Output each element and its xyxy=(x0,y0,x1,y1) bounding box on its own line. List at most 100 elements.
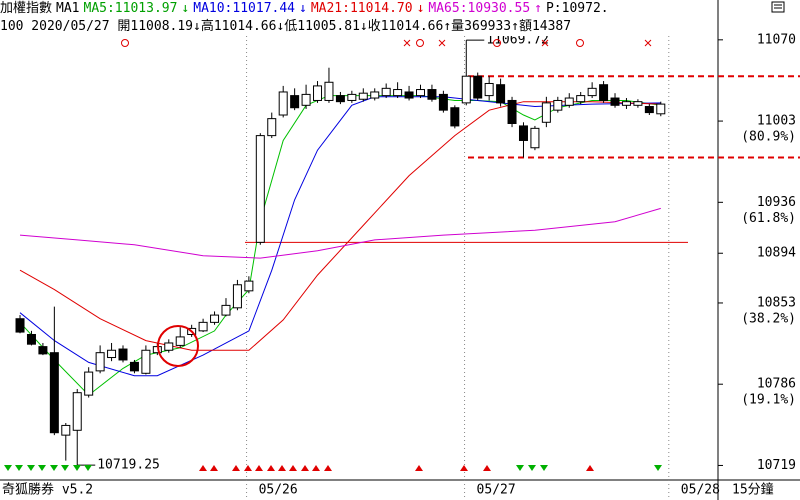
candle-body xyxy=(141,349,151,374)
candle-body xyxy=(61,424,71,436)
highlight-circle xyxy=(157,325,199,367)
candle-body xyxy=(164,342,174,351)
annotation: 11069.72 xyxy=(486,33,549,48)
candle-body xyxy=(335,95,345,103)
candle-body xyxy=(347,93,357,101)
header-item: MA5:11013.97 xyxy=(83,1,178,16)
candle-body xyxy=(278,91,288,116)
candle-body xyxy=(541,102,551,123)
candle-body xyxy=(644,106,654,114)
signal-circle xyxy=(493,39,501,47)
candle-body xyxy=(633,101,643,106)
candle-body xyxy=(290,95,300,109)
header-item: ↓ xyxy=(299,1,307,16)
candle-body xyxy=(610,97,620,106)
annotation: 10719.25 xyxy=(97,458,160,473)
y-tick-label: 10786 xyxy=(757,377,796,392)
signal-circle xyxy=(121,39,129,47)
candle-body xyxy=(507,99,517,124)
signal-cross xyxy=(438,39,446,47)
candle-body xyxy=(15,318,25,333)
signal-up xyxy=(312,465,320,471)
retracement-label: (38.2%) xyxy=(741,311,796,326)
candle-body xyxy=(553,99,563,111)
signal-up xyxy=(483,465,491,471)
retracement-label: (19.1%) xyxy=(741,393,796,408)
candle-body xyxy=(393,89,403,97)
retracement-label: (80.9%) xyxy=(741,130,796,145)
candle-body xyxy=(267,118,277,137)
candle-body xyxy=(621,101,631,106)
signal-up xyxy=(586,465,594,471)
y-tick-label: 11070 xyxy=(757,32,796,47)
signal-down xyxy=(4,465,12,471)
signal-down xyxy=(84,465,92,471)
signal-cross xyxy=(541,39,549,47)
signal-down xyxy=(528,465,536,471)
header-item: MA10:11017.44 xyxy=(193,1,295,16)
candle-body xyxy=(484,82,494,97)
candle-body xyxy=(49,352,59,434)
signal-up xyxy=(210,465,218,471)
candle-body xyxy=(496,84,506,104)
x-tick-label: 05/27 xyxy=(477,483,516,498)
candle-body xyxy=(587,87,597,97)
candle-body xyxy=(175,336,185,346)
signal-up xyxy=(289,465,297,471)
header-item: 加權指數 xyxy=(0,1,53,16)
candle-body xyxy=(72,392,82,431)
signal-down xyxy=(73,465,81,471)
candle-body xyxy=(438,93,448,111)
candle-body xyxy=(210,314,220,323)
x-tick-label: 05/28 xyxy=(681,483,720,498)
candle-body xyxy=(313,85,323,101)
signal-up xyxy=(460,465,468,471)
signal-down xyxy=(654,465,662,471)
header: 加權指數 MA1 MA5:11013.97 ↓ MA10:11017.44 ↓ MA21:1… xyxy=(0,0,716,36)
candle-body xyxy=(576,95,586,103)
candle-body xyxy=(473,75,483,99)
header-item: P:10972. xyxy=(545,1,609,16)
signal-down xyxy=(540,465,548,471)
header-line1: 加權指數 MA1 MA5:11013.97 ↓ MA10:11017.44 ↓ MA21:1… xyxy=(0,0,716,18)
signal-up xyxy=(278,465,286,471)
y-tick-label: 11003 xyxy=(757,114,796,129)
candle-body xyxy=(198,321,208,332)
candle-body xyxy=(221,304,231,316)
candle-body xyxy=(530,127,540,149)
window-icon[interactable] xyxy=(771,1,785,13)
candle-body xyxy=(26,333,36,345)
signal-down xyxy=(61,465,69,471)
y-tick-label: 10719 xyxy=(757,458,796,473)
signal-down xyxy=(516,465,524,471)
signal-up xyxy=(232,465,240,471)
signal-up xyxy=(267,465,275,471)
signal-cross xyxy=(403,39,411,47)
candle-body xyxy=(427,89,437,100)
signal-up xyxy=(255,465,263,471)
candle-body xyxy=(95,352,105,372)
candle-body xyxy=(450,107,460,127)
candle-body xyxy=(370,91,380,99)
signal-up xyxy=(199,465,207,471)
candle-body xyxy=(381,87,391,97)
candle-body xyxy=(107,349,117,359)
candle-body xyxy=(84,371,94,396)
candle-body xyxy=(358,92,368,100)
signal-up xyxy=(415,465,423,471)
candle-body xyxy=(301,93,311,106)
header-item: MA65:10930.55 xyxy=(428,1,531,16)
signal-down xyxy=(38,465,46,471)
footer-left: 奇狐勝券 v5.2 xyxy=(2,482,93,498)
candle-body xyxy=(129,361,139,372)
signal-cross xyxy=(644,39,652,47)
candle-body xyxy=(599,84,609,101)
header-item: MA21:11014.70 xyxy=(310,1,413,16)
header-item: MA1 xyxy=(56,1,80,16)
header-item: ↓ xyxy=(181,1,190,16)
header-item: ↓ xyxy=(416,1,425,16)
footer-right: 15分鐘 xyxy=(732,482,774,498)
